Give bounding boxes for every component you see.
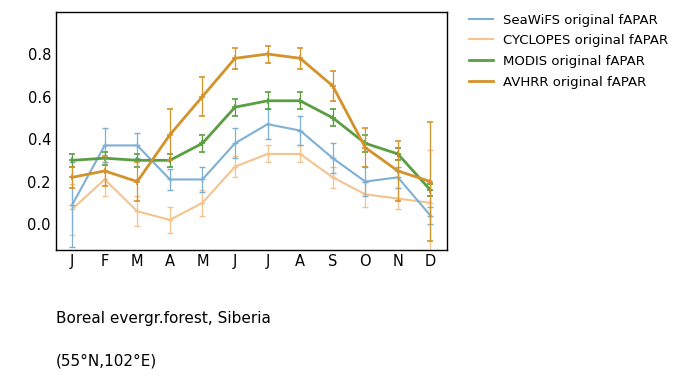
Text: Boreal evergr.forest, Siberia: Boreal evergr.forest, Siberia — [56, 311, 271, 326]
Legend: SeaWiFS original fAPAR, CYCLOPES original fAPAR, MODIS original fAPAR, AVHRR ori: SeaWiFS original fAPAR, CYCLOPES origina… — [469, 13, 669, 89]
Text: (55°N,102°E): (55°N,102°E) — [56, 353, 157, 368]
